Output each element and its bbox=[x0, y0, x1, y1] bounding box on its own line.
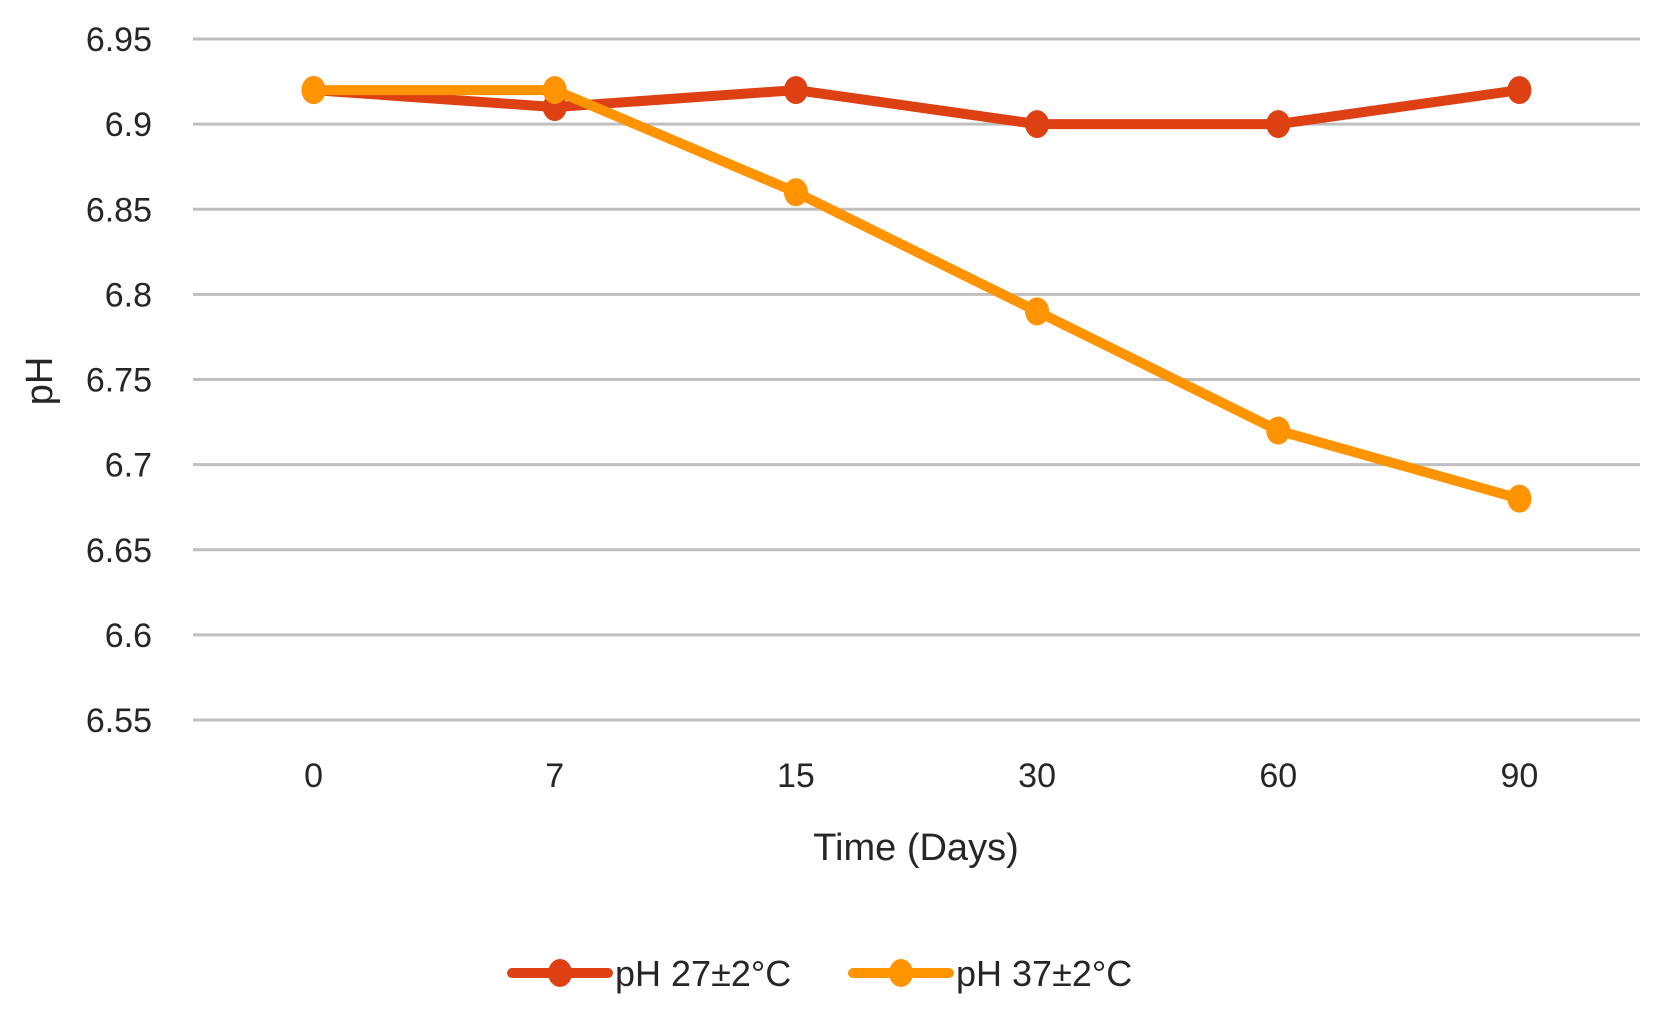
x-tick-label: 7 bbox=[545, 757, 564, 795]
x-tick-label: 15 bbox=[777, 757, 815, 795]
data-point bbox=[783, 76, 808, 105]
y-tick-label: 6.9 bbox=[105, 106, 152, 144]
data-point bbox=[1507, 76, 1532, 105]
data-point bbox=[1025, 297, 1050, 326]
legend: pH 27±2°C pH 37±2°C bbox=[507, 953, 1132, 994]
series-line bbox=[313, 85, 1521, 130]
legend-marker-icon bbox=[889, 959, 913, 987]
x-tick-label: 90 bbox=[1501, 757, 1539, 795]
y-tick-label: 6.75 bbox=[86, 362, 152, 400]
y-tick-label: 6.7 bbox=[105, 447, 152, 485]
y-axis-title: pH bbox=[19, 357, 61, 406]
y-tick-label: 6.85 bbox=[86, 191, 152, 229]
y-tick-label: 6.95 bbox=[86, 21, 152, 59]
data-point bbox=[1266, 110, 1291, 139]
x-tick-label: 60 bbox=[1259, 757, 1297, 795]
data-point bbox=[301, 76, 326, 105]
legend-marker-icon bbox=[548, 959, 572, 987]
data-point bbox=[783, 178, 808, 207]
x-tick-label: 0 bbox=[304, 757, 323, 795]
series-ph-37c bbox=[301, 76, 1532, 513]
data-point bbox=[1025, 110, 1050, 139]
x-axis-title: Time (Days) bbox=[813, 827, 1018, 869]
legend-item: pH 37±2°C bbox=[848, 953, 1132, 994]
gridlines bbox=[193, 37, 1640, 722]
legend-label: pH 37±2°C bbox=[956, 953, 1132, 994]
legend-item: pH 27±2°C bbox=[507, 953, 791, 994]
y-axis-ticks: 6.55 6.6 6.65 6.7 6.75 6.8 6.85 6.9 6.95 bbox=[86, 21, 152, 740]
y-tick-label: 6.8 bbox=[105, 276, 152, 314]
series-layer bbox=[301, 76, 1532, 513]
data-point bbox=[1507, 484, 1532, 513]
x-tick-label: 30 bbox=[1018, 757, 1056, 795]
data-point bbox=[542, 76, 567, 105]
y-tick-label: 6.6 bbox=[105, 617, 152, 655]
y-tick-label: 6.55 bbox=[86, 702, 152, 740]
y-tick-label: 6.65 bbox=[86, 532, 152, 570]
data-point bbox=[1266, 416, 1291, 445]
series-line bbox=[313, 85, 1521, 504]
x-axis-ticks: 0 7 15 30 60 90 bbox=[304, 757, 1538, 795]
legend-label: pH 27±2°C bbox=[615, 953, 791, 994]
